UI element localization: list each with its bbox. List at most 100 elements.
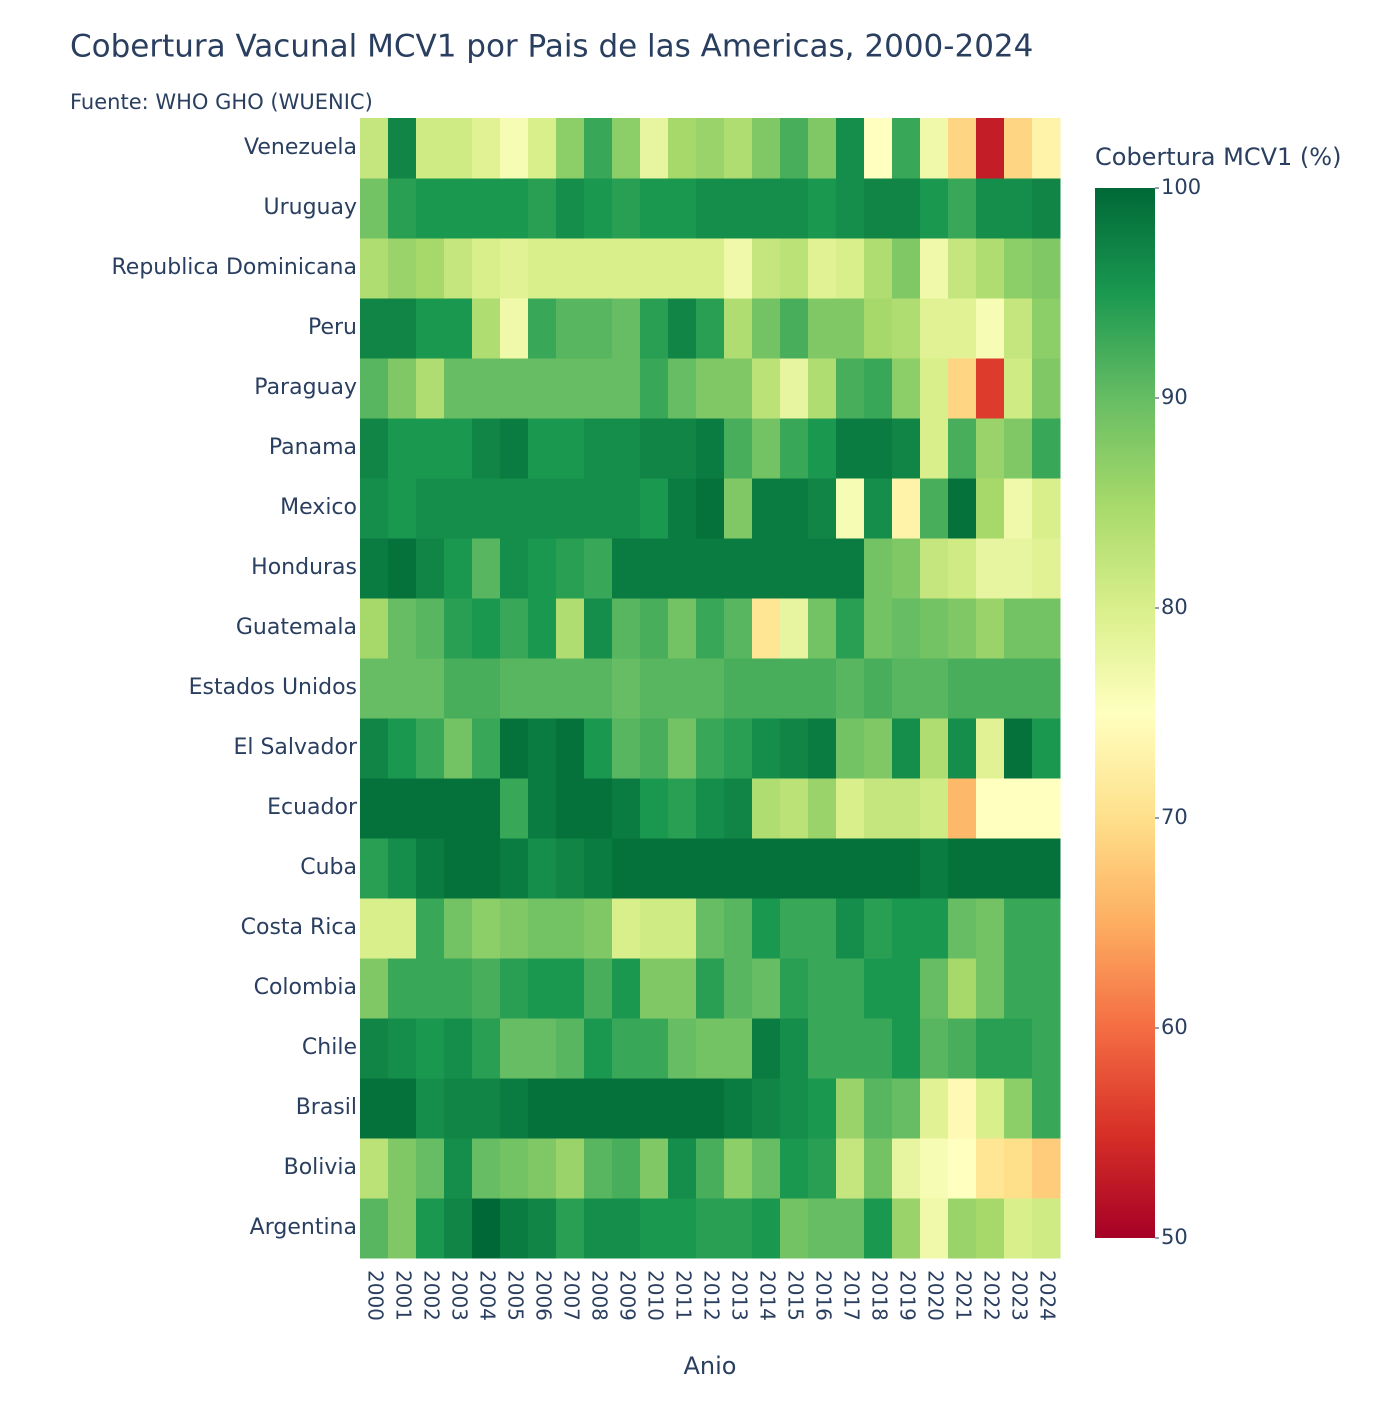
y-tick-label: Paraguay xyxy=(254,375,357,400)
heatmap-cell xyxy=(668,478,697,539)
heatmap-cell xyxy=(388,358,417,419)
heatmap-cell xyxy=(472,1138,501,1199)
heatmap-cell xyxy=(640,418,669,479)
heatmap-cell xyxy=(472,1018,501,1079)
y-tick-label: Chile xyxy=(302,1035,357,1060)
x-tick-label: 2001 xyxy=(392,1270,416,1321)
heatmap-cell xyxy=(892,958,921,1019)
heatmap-cell xyxy=(668,838,697,899)
heatmap-cell xyxy=(1004,238,1033,299)
heatmap-cell xyxy=(528,1078,557,1139)
heatmap-cell xyxy=(808,898,837,959)
heatmap-cell xyxy=(1004,538,1033,599)
heatmap-cell xyxy=(808,778,837,839)
heatmap-cell xyxy=(360,658,389,719)
heatmap-cell xyxy=(1032,538,1061,599)
heatmap-cell xyxy=(1004,778,1033,839)
heatmap-cell xyxy=(1032,118,1061,179)
heatmap-cell xyxy=(472,778,501,839)
heatmap-cell xyxy=(584,418,613,479)
heatmap-cell xyxy=(360,1018,389,1079)
heatmap-cell xyxy=(1004,478,1033,539)
heatmap-cell xyxy=(416,958,445,1019)
heatmap-cell xyxy=(668,538,697,599)
heatmap-cell xyxy=(556,778,585,839)
heatmap-cell xyxy=(864,778,893,839)
heatmap-cell xyxy=(780,838,809,899)
colorbar-tick-label: 100 xyxy=(1161,175,1201,199)
heatmap-cell xyxy=(808,658,837,719)
heatmap-cell xyxy=(388,298,417,359)
heatmap-cell xyxy=(556,118,585,179)
heatmap-cell xyxy=(696,1138,725,1199)
heatmap-cell xyxy=(696,118,725,179)
heatmap-cell xyxy=(612,478,641,539)
x-tick-label: 2010 xyxy=(644,1270,668,1321)
heatmap-cell xyxy=(668,298,697,359)
heatmap-cell xyxy=(808,1078,837,1139)
heatmap-cell xyxy=(976,1198,1005,1259)
heatmap-cell xyxy=(948,1198,977,1259)
heatmap-cell xyxy=(976,658,1005,719)
heatmap-cell xyxy=(780,538,809,599)
heatmap-cell xyxy=(668,1198,697,1259)
heatmap-cell xyxy=(472,298,501,359)
heatmap-cell xyxy=(864,1138,893,1199)
x-tick-label: 2000 xyxy=(364,1270,388,1321)
heatmap-cell xyxy=(864,1078,893,1139)
heatmap-cell xyxy=(752,238,781,299)
heatmap-cell xyxy=(360,718,389,779)
heatmap-cell xyxy=(556,178,585,239)
heatmap-cell xyxy=(640,118,669,179)
x-tick-label: 2024 xyxy=(1036,1270,1060,1321)
colorbar-tick-label: 50 xyxy=(1161,1225,1188,1249)
heatmap-cell xyxy=(584,778,613,839)
x-tick-label: 2003 xyxy=(448,1270,472,1321)
heatmap-cell xyxy=(500,118,529,179)
heatmap-cell xyxy=(640,898,669,959)
heatmap-cell xyxy=(752,298,781,359)
heatmap-cell xyxy=(584,1018,613,1079)
heatmap-cell xyxy=(780,238,809,299)
heatmap-cell xyxy=(808,958,837,1019)
x-tick-label: 2018 xyxy=(868,1270,892,1321)
y-tick-label: Colombia xyxy=(254,975,357,1000)
heatmap-cell xyxy=(416,1018,445,1079)
heatmap-cell xyxy=(724,1078,753,1139)
heatmap-cell xyxy=(472,958,501,1019)
heatmap-cell xyxy=(528,358,557,419)
heatmap-cell xyxy=(360,538,389,599)
x-tick-label: 2012 xyxy=(700,1270,724,1321)
heatmap-cell xyxy=(1032,658,1061,719)
heatmap-cell xyxy=(1032,778,1061,839)
heatmap-cell xyxy=(808,118,837,179)
heatmap-cell xyxy=(920,238,949,299)
y-tick-label: Mexico xyxy=(280,495,357,520)
chart-subtitle: Fuente: WHO GHO (WUENIC) xyxy=(70,90,373,114)
heatmap-cell xyxy=(640,1018,669,1079)
heatmap-cell xyxy=(808,838,837,899)
heatmap-cell xyxy=(976,598,1005,659)
heatmap-cell xyxy=(360,598,389,659)
heatmap-cell xyxy=(416,418,445,479)
heatmap-cell xyxy=(836,838,865,899)
heatmap-cell xyxy=(360,778,389,839)
y-tick-label: Peru xyxy=(308,315,357,340)
heatmap-cell xyxy=(1004,838,1033,899)
heatmap-cell xyxy=(556,958,585,1019)
heatmap-cell xyxy=(640,298,669,359)
heatmap-cell xyxy=(836,958,865,1019)
heatmap-cell xyxy=(864,1018,893,1079)
heatmap-cell xyxy=(388,778,417,839)
heatmap-cell xyxy=(444,538,473,599)
heatmap-cell xyxy=(892,238,921,299)
heatmap-cell xyxy=(780,1198,809,1259)
heatmap-cell xyxy=(920,718,949,779)
heatmap-cell xyxy=(752,478,781,539)
heatmap-cell xyxy=(724,1018,753,1079)
heatmap-cell xyxy=(612,118,641,179)
heatmap-cell xyxy=(612,898,641,959)
heatmap-cell xyxy=(584,538,613,599)
heatmap-cell xyxy=(724,778,753,839)
heatmap-cell xyxy=(892,838,921,899)
